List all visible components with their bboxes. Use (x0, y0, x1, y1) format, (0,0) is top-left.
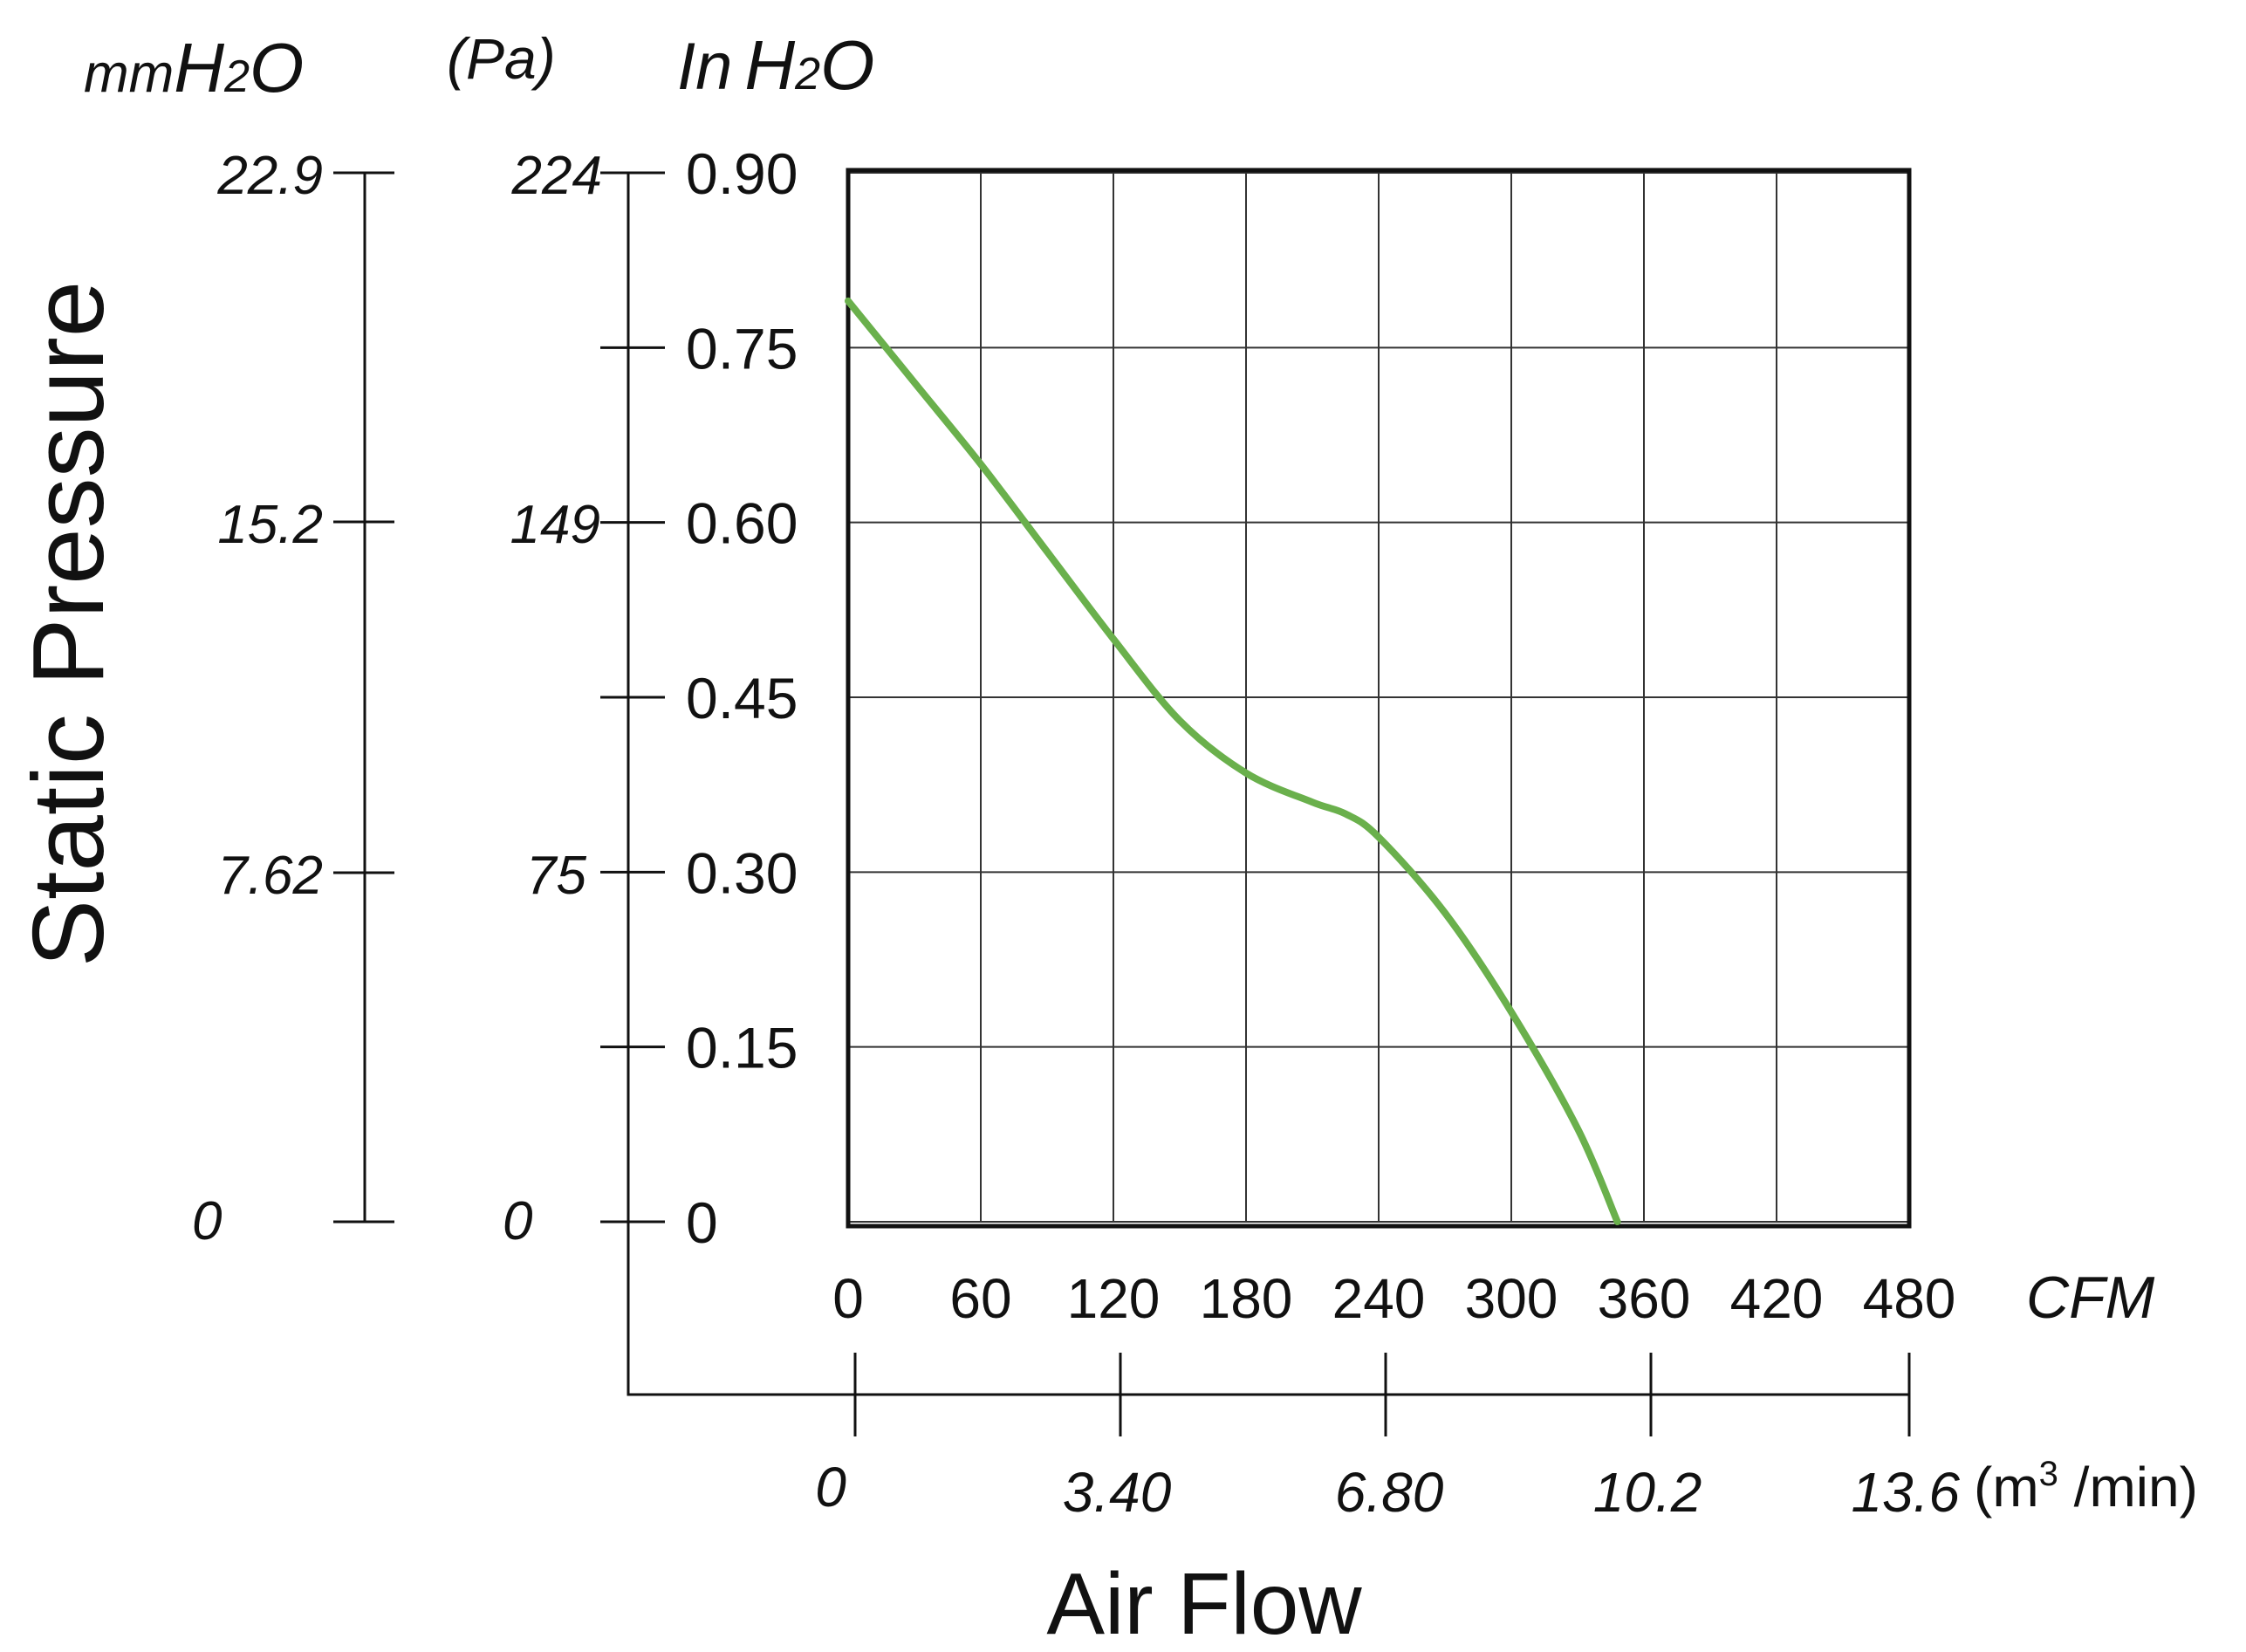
y-tick-label: 0.30 (686, 840, 798, 905)
mmh2o-tick-label: 22.9 (216, 146, 323, 206)
primary-y-axis: 0 0.15 0.30 0.45 0.60 0.75 0.90 In H2O (600, 26, 1909, 1396)
pa-tick-label: 75 (526, 846, 586, 906)
y-tick-marks (600, 171, 665, 1224)
cfm-tick-label: 120 (1067, 1267, 1161, 1330)
m3-unit-suffix: /min) (2058, 1456, 2198, 1518)
cfm-tick-label: 0 (832, 1267, 864, 1330)
cfm-tick-label: 180 (1200, 1267, 1293, 1330)
primary-y-unit-main: H (744, 26, 795, 104)
primary-y-unit-sub: 2 (794, 49, 820, 99)
x-axis-title: Air Flow (1046, 1555, 1362, 1652)
mmh2o-tick-label: 0 (192, 1191, 222, 1251)
mmh2o-unit-label: mmH2O (84, 29, 304, 106)
m3-tick-label: 10.2 (1593, 1461, 1702, 1524)
primary-y-unit-prefix: In (677, 30, 732, 104)
m3-tick-label: 13.6 (1851, 1461, 1960, 1524)
m3-unit-label: (m3 /min) (1974, 1455, 2198, 1518)
cfm-tick-label: 480 (1863, 1267, 1956, 1330)
pa-tick-label: 224 (511, 146, 602, 206)
plot-frame (846, 168, 1912, 1229)
cfm-tick-label: 360 (1598, 1267, 1691, 1330)
m3-tick-label: 0 (815, 1456, 846, 1518)
plot-area (845, 168, 1912, 1229)
cfm-unit-label: CFM (2026, 1265, 2155, 1331)
y-tick-label: 0.90 (686, 141, 798, 206)
pa-axis: 224 149 75 0 (Pa) (447, 26, 602, 1251)
y-tick-labels: 0 0.15 0.30 0.45 0.60 0.75 0.90 (686, 141, 798, 1255)
y-tick-label: 0.15 (686, 1016, 798, 1080)
cfm-tick-label: 420 (1730, 1267, 1824, 1330)
cfm-tick-label: 300 (1465, 1267, 1558, 1330)
cfm-tick-label: 240 (1332, 1267, 1426, 1330)
y-axis-title: Static Pressure (11, 281, 125, 968)
y-tick-label: 0.75 (686, 316, 798, 380)
y-tick-label: 0.45 (686, 666, 798, 730)
m3-unit-superscript: 3 (2039, 1455, 2058, 1493)
primary-y-axis-line (627, 173, 1909, 1396)
mmh2o-tick-label: 15.2 (217, 495, 323, 555)
grid-lines (847, 172, 1910, 1223)
mmh2o-unit-prefix: mm (84, 44, 174, 104)
pa-tick-label: 149 (510, 495, 600, 555)
mmh2o-unit-main: H (174, 29, 224, 106)
y-tick-label: 0.60 (686, 491, 798, 556)
cfm-tick-labels: 0 60 120 180 240 300 360 420 480 (832, 1267, 1955, 1330)
m3-unit-prefix: (m (1974, 1456, 2039, 1518)
primary-y-unit-label: In H2O (677, 26, 874, 104)
m3-tick-label: 6.80 (1335, 1461, 1444, 1524)
mmh2o-unit-sub: 2 (223, 51, 250, 102)
y-tick-label: 0 (686, 1190, 718, 1255)
pa-unit-label: (Pa) (447, 26, 556, 91)
primary-y-unit-end: O (820, 26, 874, 104)
mmh2o-axis: 22.9 15.2 7.62 0 mmH2O (84, 29, 394, 1251)
cfm-tick-label: 60 (949, 1267, 1011, 1330)
m3-axis: 0 3.40 6.80 10.2 13.6 (m3 /min) (815, 1353, 2198, 1524)
pa-tick-label: 0 (503, 1191, 532, 1251)
m3-tick-label: 3.40 (1063, 1461, 1172, 1524)
mmh2o-unit-end: O (250, 29, 304, 106)
pressure-flow-curve (845, 297, 1621, 1225)
mmh2o-tick-label: 7.62 (217, 846, 323, 906)
